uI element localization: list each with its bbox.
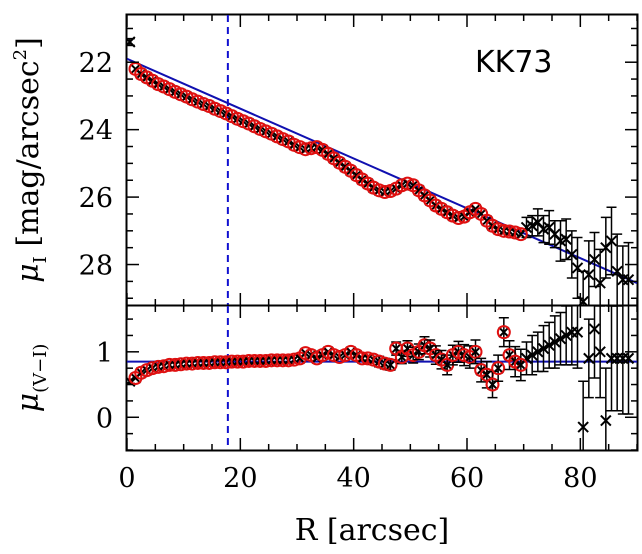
x-tick-label: 20 (223, 463, 257, 494)
fitted-data-point-cross (498, 326, 510, 338)
unfitted-data-point (605, 235, 618, 247)
fitted-data-point (513, 227, 528, 242)
top-y-axis-label: μI [mag/arcsec2] (10, 37, 51, 283)
fitted-data-point-cross (492, 362, 504, 374)
fitted-data-point (468, 344, 483, 359)
fitted-data-point-cross (515, 228, 527, 240)
plot-content (127, 15, 637, 305)
x-tick-label: 80 (563, 463, 597, 494)
bottom-plot-area (127, 306, 637, 450)
y-tick-label: 24 (79, 116, 113, 147)
unfitted-data-point (594, 277, 606, 289)
unfitted-data-point (571, 326, 584, 338)
top-panel: 22 24 26 28 KK73 (79, 13, 639, 307)
fitted-data-point (496, 325, 511, 340)
unfitted-data-point (583, 352, 595, 365)
fitted-data-point (491, 361, 506, 376)
fitted-data-point-cross (515, 359, 527, 371)
bottom-y-axis-title: μ(V−I) (11, 344, 51, 413)
fitted-data-point-cross (469, 346, 482, 358)
unfitted-data-point (549, 336, 561, 348)
y-tick-label: 22 (79, 48, 113, 79)
unfitted-data-point (594, 346, 606, 358)
unfitted-data-point (566, 248, 578, 261)
fitted-data-point-cross (384, 359, 397, 371)
fitted-data-point (485, 377, 500, 392)
unfitted-data-point (622, 274, 635, 286)
y-tick-label: 0 (96, 403, 113, 434)
y-tick-label: 1 (96, 338, 113, 369)
unfitted-data-point (526, 349, 538, 361)
top-y-axis-title: μI [mag/arcsec2] (10, 37, 51, 283)
x-axis-label: R [arcsec] (295, 513, 450, 548)
fit-line (127, 57, 637, 284)
bottom-axis-ticks: 0 20 40 60 80 0 1 (96, 306, 638, 494)
plot-content (127, 306, 637, 450)
unfitted-data-point (532, 346, 544, 358)
x-tick-label: 0 (118, 463, 135, 494)
unfitted-data-point (583, 268, 595, 281)
bottom-panel-frame (125, 304, 639, 452)
x-axis-title: R [arcsec] (295, 513, 450, 548)
fitted-data-point (513, 357, 528, 372)
y-tick-label: 26 (79, 183, 113, 214)
galaxy-name-annotation: KK73 (475, 45, 553, 80)
unfitted-data-point (560, 329, 572, 342)
x-tick-label: 60 (450, 463, 484, 494)
unfitted-data-point (577, 421, 589, 433)
unfitted-data-point (588, 323, 601, 335)
unfitted-data-point (526, 220, 538, 232)
y-tick-label: 28 (79, 251, 113, 282)
x-tick-label: 40 (336, 463, 370, 494)
unfitted-data-point (588, 253, 601, 266)
top-plot-area (127, 15, 637, 305)
bottom-y-axis-label: μ(V−I) (11, 344, 51, 413)
unfitted-data-point (600, 414, 612, 427)
unfitted-data-point (554, 333, 567, 345)
bottom-panel: 0 20 40 60 80 0 1 (96, 304, 639, 494)
unfitted-data-point (537, 342, 550, 355)
unfitted-data-point (560, 233, 572, 245)
unfitted-data-point (611, 265, 623, 277)
fitted-data-point (383, 357, 398, 372)
unfitted-data-point (622, 352, 635, 365)
top-axis-ticks: 22 24 26 28 (79, 15, 638, 305)
unfitted-data-point (543, 339, 555, 351)
unfitted-data-point (127, 36, 136, 48)
